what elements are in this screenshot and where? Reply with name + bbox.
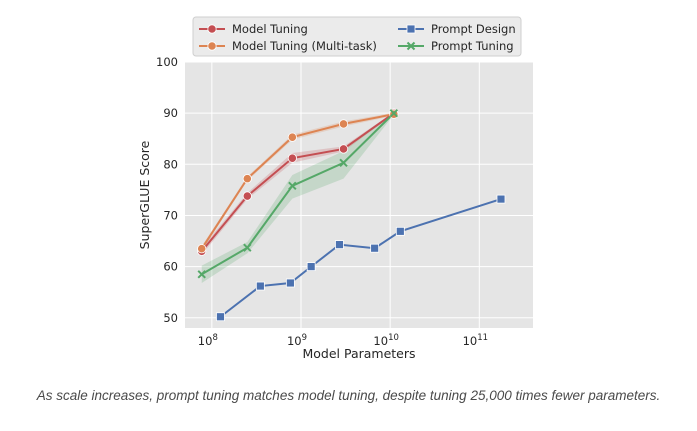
prompt-design-point	[370, 243, 380, 253]
x-tick-labels: 108 109 1010 1011	[198, 333, 488, 348]
x-tick-label: 108	[198, 333, 218, 348]
x-tick-label: 109	[287, 333, 307, 348]
chart-figure: 50 60 70 80 90 100 108 109 1010 1011 Model Param…	[137, 16, 533, 361]
y-tick-labels: 50 60 70 80 90 100	[156, 55, 178, 325]
legend-marker	[406, 41, 416, 51]
y-tick-label: 60	[163, 260, 178, 274]
y-tick-label: 90	[163, 106, 178, 120]
prompt-tuning-point	[197, 270, 206, 279]
legend: Model Tuning Model Tuning (Multi-task) Pro…	[192, 16, 522, 57]
x-axis-label: Model Parameters	[302, 346, 415, 361]
y-tick-label: 50	[163, 311, 178, 325]
grid-lines	[185, 61, 533, 328]
model-tuning-multi-task-point	[338, 119, 349, 129]
legend-item-model-tuning-multi-task: Model Tuning (Multi-task)	[199, 39, 377, 53]
prompt-tuning-point	[389, 108, 399, 118]
legend-item-prompt-design: Prompt Design	[398, 22, 516, 36]
legend-label: Prompt Tuning	[431, 39, 514, 53]
model-tuning-point	[242, 191, 252, 201]
legend-label: Model Tuning	[232, 22, 308, 36]
legend-item-model-tuning: Model Tuning	[199, 22, 308, 36]
prompt-design-point	[306, 262, 316, 272]
legend-marker	[406, 24, 416, 34]
model-tuning-multi-task-point	[287, 132, 297, 142]
legend-item-prompt-tuning: Prompt Tuning	[398, 39, 514, 53]
model-tuning-point	[287, 153, 297, 163]
series-markers	[197, 108, 506, 322]
prompt-tuning-point	[243, 243, 252, 252]
y-tick-label: 100	[156, 55, 178, 69]
legend-marker	[207, 24, 217, 34]
figure-caption: As scale increases, prompt tuning matche…	[36, 388, 661, 403]
legend-label: Prompt Design	[431, 22, 516, 36]
legend-marker	[207, 41, 217, 51]
prompt-tuning-point	[339, 158, 348, 167]
prompt-tuning-point	[288, 181, 297, 190]
prompt-design-point	[285, 278, 295, 288]
y-axis-label: SuperGLUE Score	[137, 140, 152, 249]
y-tick-label: 70	[163, 208, 178, 222]
prompt-design-point	[216, 312, 225, 322]
x-tick-label: 1010	[373, 333, 398, 348]
y-tick-label: 80	[163, 157, 178, 171]
model-tuning-multi-task-point	[197, 244, 207, 254]
prompt-design-point	[496, 194, 506, 204]
x-tick-label: 1011	[463, 333, 488, 348]
prompt-design-point	[335, 240, 344, 250]
legend-box	[192, 16, 522, 57]
model-tuning-point	[338, 144, 349, 154]
prompt-design-point	[395, 226, 405, 236]
model-tuning-multi-task-point	[242, 174, 252, 184]
prompt-design-point	[255, 281, 265, 291]
legend-label: Model Tuning (Multi-task)	[232, 39, 377, 53]
prompt-tuning-band	[201, 111, 394, 283]
